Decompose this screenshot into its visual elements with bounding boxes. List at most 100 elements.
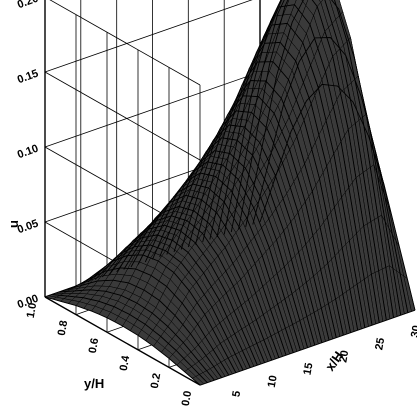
- surface-facet: [271, 15, 284, 25]
- surface-facet: [388, 228, 401, 274]
- surface-facet: [324, 27, 337, 57]
- surface-facet: [338, 248, 350, 292]
- surface-facet: [316, 227, 328, 267]
- surface-facet: [303, 316, 315, 347]
- surface-facet: [256, 317, 268, 340]
- surface-facet: [303, 73, 315, 104]
- surface-facet: [240, 250, 252, 272]
- surface-facet: [301, 201, 313, 240]
- surface-facet: [255, 289, 267, 315]
- surface-facet: [183, 220, 195, 232]
- surface-facet: [137, 313, 149, 325]
- surface-facet: [178, 189, 190, 199]
- surface-facet: [384, 195, 396, 241]
- surface-facet: [229, 286, 242, 309]
- surface-facet: [278, 131, 290, 157]
- surface-facet: [249, 183, 261, 203]
- surface-facet: [136, 297, 149, 309]
- surface-facet: [147, 275, 159, 289]
- surface-facet: [293, 136, 305, 170]
- surface-facet: [224, 358, 236, 374]
- surface-facet: [183, 355, 196, 367]
- surface-facet: [209, 328, 221, 347]
- surface-facet: [346, 289, 358, 332]
- surface-facet: [287, 259, 300, 291]
- surface-facet: [242, 348, 254, 368]
- surface-facet: [309, 235, 321, 273]
- surface-facet: [237, 279, 249, 303]
- surface-facet: [194, 324, 206, 341]
- surface-facet: [185, 290, 198, 309]
- y-tick-label: 0.8: [56, 320, 70, 337]
- surface-facet: [216, 343, 229, 361]
- surface-facet: [340, 89, 352, 130]
- surface-facet: [231, 354, 243, 372]
- surface-profile-line: [59, 289, 215, 381]
- surface-facet: [213, 212, 225, 231]
- surface-facet: [212, 303, 224, 323]
- surface-facet: [315, 135, 327, 173]
- surface-facet: [82, 279, 94, 286]
- surface-facet: [206, 368, 218, 380]
- surface-facet: [341, 135, 353, 188]
- surface-facet: [149, 229, 161, 237]
- surface-facet: [141, 308, 153, 319]
- surface-facet: [149, 330, 161, 342]
- surface-facet: [223, 338, 236, 357]
- surface-facet: [265, 247, 278, 277]
- surface-facet: [260, 339, 272, 362]
- surface-facet: [280, 61, 293, 80]
- surface-facet: [295, 252, 307, 286]
- surface-facet: [215, 170, 227, 184]
- surface-facet: [253, 177, 265, 199]
- surface-facet: [243, 245, 255, 268]
- surface-facet: [207, 169, 220, 177]
- surface-facet: [310, 312, 322, 344]
- surface-facet: [344, 129, 356, 183]
- surface-facet: [177, 262, 189, 277]
- surface-facet: [299, 318, 312, 348]
- surface-facet: [330, 207, 343, 252]
- surface-facet: [276, 235, 288, 267]
- surface-facet: [160, 215, 172, 223]
- surface-facet: [203, 249, 215, 265]
- surface-facet: [108, 267, 121, 276]
- x-tick-label: 25: [373, 337, 387, 351]
- x-tick-label: 10: [266, 374, 280, 388]
- surface-facet: [181, 257, 193, 273]
- surface-facet: [319, 172, 331, 218]
- surface-facet: [246, 347, 258, 367]
- surface-facet: [221, 225, 233, 243]
- surface-facet: [267, 336, 279, 359]
- surface-facet: [105, 274, 117, 281]
- grid-line: [49, 0, 201, 86]
- surface-facet: [257, 198, 269, 224]
- surface-facet: [335, 296, 347, 335]
- surface-facet: [160, 331, 172, 344]
- surface-facet: [262, 283, 275, 310]
- surface-facet: [178, 303, 190, 320]
- y-tick-label: 1.0: [25, 302, 39, 319]
- surface-facet: [302, 33, 315, 66]
- surface-facet: [180, 358, 192, 370]
- surface-facet: [207, 264, 219, 283]
- surface-facet: [163, 308, 175, 322]
- surface-facet: [327, 259, 340, 300]
- surface-facet: [263, 128, 275, 153]
- x-tick-label: 15: [302, 362, 316, 376]
- surface-profile-line: [87, 244, 244, 371]
- surface-facet: [312, 185, 324, 228]
- surface-facet: [263, 337, 276, 360]
- surface-facet: [90, 295, 103, 302]
- surface-facet: [295, 288, 307, 319]
- surface-facet: [158, 255, 170, 267]
- surface-facet: [179, 324, 191, 339]
- surface-facet: [326, 159, 338, 208]
- surface-profile-line: [94, 234, 251, 368]
- surface-facet: [159, 209, 171, 217]
- surface-facet: [238, 199, 251, 218]
- surface-facet: [305, 240, 318, 277]
- surface-facet: [318, 0, 323, 3]
- surface-facet: [263, 311, 275, 336]
- surface-facet: [191, 363, 203, 375]
